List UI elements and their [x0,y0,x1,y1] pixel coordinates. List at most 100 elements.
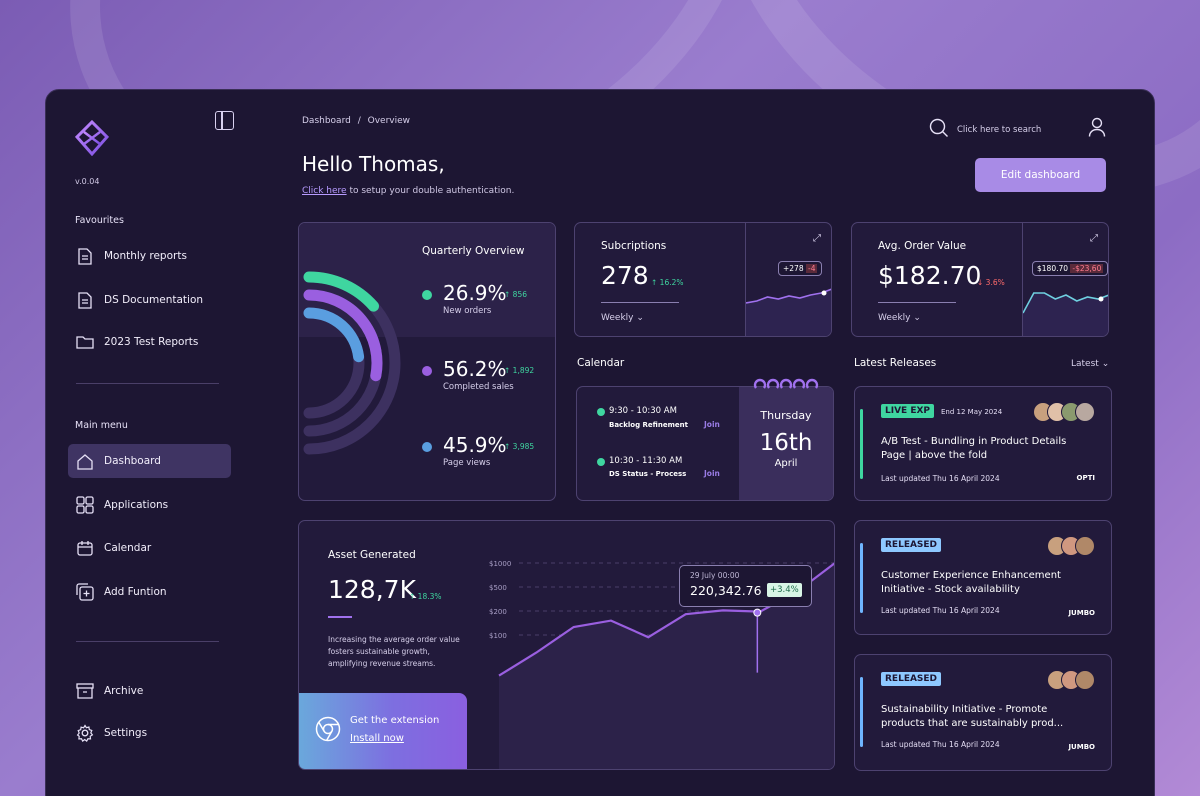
last-updated: Last updated Thu 16 April 2024 [881,474,1000,483]
asset-change: ↑ 18.3% [409,592,442,601]
user-icon[interactable] [1088,117,1106,141]
divider [76,641,219,642]
main-content: Dashboard / Overview Click here to searc… [256,90,1154,796]
logo[interactable] [74,119,110,160]
stat-label: Completed sales [443,382,514,392]
status-badge: RELEASED [881,538,942,552]
home-icon [76,452,94,470]
sidebar-item-ds-documentation[interactable]: DS Documentation [68,283,231,317]
sidebar-item-archive[interactable]: Archive [68,674,231,708]
quarterly-arcs [303,271,401,455]
tooltip-change: -4 [806,264,818,273]
sidebar-item-calendar[interactable]: Calendar [68,531,231,565]
expand-icon[interactable]: ⤢ [1090,233,1098,244]
asset-title: Asset Generated [328,549,416,561]
sidebar-item-label: 2023 Test Reports [104,336,199,348]
extension-promo[interactable]: Get the extension Install now [299,693,467,769]
sidebar-item-label: Settings [104,727,148,739]
subscriptions-value: 278 [601,261,649,290]
join-button[interactable]: Join [704,420,720,429]
release-title: A/B Test - Bundling in Product Details P… [881,436,1067,461]
subscriptions-title: Subcriptions [601,240,667,252]
release-card[interactable]: RELEASED Sustainability Initiative - Pro… [854,654,1112,771]
auth-text: to setup your double authentication. [346,186,515,196]
event-time: 10:30 - 11:30 AM [609,456,683,466]
divider [601,302,679,303]
status-badge: LIVE EXP [881,404,935,418]
tooltip-value: $180.70 [1037,264,1069,273]
status-bar [860,543,863,613]
status-badge: RELEASED [881,672,942,686]
event-dot [597,458,605,466]
tooltip-change: -$23,60 [1070,264,1104,273]
asset-generated-card: Asset Generated 128,7K ↑ 18.3% Increasin… [298,520,835,770]
calendar-icon [76,539,94,557]
subscriptions-change-value: 16.2% [659,278,684,287]
sidebar-item-applications[interactable]: Applications [68,488,231,522]
release-card[interactable]: LIVE EXP End 12 May 2024 A/B Test - Bund… [854,386,1112,501]
sidebar-item-label: Dashboard [104,455,161,467]
calendar-title: Calendar [577,357,625,369]
period-dropdown[interactable]: Weekly ⌄ [601,313,644,323]
sparkline-point [821,290,827,296]
sidebar-item-dashboard[interactable]: Dashboard [68,444,231,478]
auth-notice: Click here to setup your double authenti… [302,186,514,196]
archive-icon [76,682,94,700]
event-dot [597,408,605,416]
breadcrumb-separator: / [357,116,361,126]
sidebar-item-monthly-reports[interactable]: Monthly reports [68,239,231,273]
avg-order-tooltip: $180.70 -$23,60 [1032,261,1108,276]
releases-filter-dropdown[interactable]: Latest ⌄ [1071,359,1109,369]
period-dropdown[interactable]: Weekly ⌄ [878,313,921,323]
sidebar-item-add-funtion[interactable]: Add Funtion [68,575,231,609]
main-menu-heading: Main menu [75,420,128,431]
add-icon [76,583,94,601]
accent-line [328,616,352,618]
status-bar [860,677,863,747]
avg-order-value: $182.70 [878,261,982,290]
calendar-card: 9:30 - 10:30 AM Backlog Refinement Join … [576,386,834,501]
arc-segment [303,289,383,382]
sidebar-toggle-icon[interactable] [215,111,234,130]
stat-change: ↑ 856 [504,290,527,299]
stat-change: ↑ 1,892 [504,366,535,375]
day: 16th [759,430,813,456]
breadcrumb-dashboard[interactable]: Dashboard [302,116,351,126]
sparkline-area [1023,293,1108,336]
chrome-icon [315,716,341,746]
sidebar-item-settings[interactable]: Settings [68,716,231,750]
sidebar-item-label: Calendar [104,542,152,554]
sidebar-item-test-reports[interactable]: 2023 Test Reports [68,325,231,359]
auth-setup-link[interactable]: Click here [302,186,347,196]
edit-dashboard-button[interactable]: Edit dashboard [975,158,1106,192]
company-name: JUMBO [1068,743,1095,751]
chevron-down-icon: ⌄ [1101,359,1110,369]
stat-value: 45.9% [443,433,507,457]
sidebar-item-label: DS Documentation [104,294,204,306]
period-label: Weekly [601,313,634,323]
release-date: End 12 May 2024 [941,408,1003,416]
app-window: v.0.04 Favourites Monthly reports DS Doc… [45,89,1155,796]
join-button[interactable]: Join [704,469,720,478]
y-tick-label: $200 [489,608,507,616]
avg-order-chart: ⤢ $180.70 -$23,60 [1022,223,1108,336]
event-name: DS Status - Process [609,470,687,478]
extension-title: Get the extension [350,715,440,726]
release-card[interactable]: RELEASED Customer Experience Enhancement… [854,520,1112,635]
asset-tooltip: 29 July 00:00 220,342.76 +3.4% [679,565,812,607]
sparkline-point [1098,296,1104,302]
stat-change-value: 1,892 [512,366,535,375]
hover-point [753,608,762,617]
last-updated: Last updated Thu 16 April 2024 [881,740,1000,749]
expand-icon[interactable]: ⤢ [813,233,821,244]
breadcrumb: Dashboard / Overview [302,116,410,126]
divider [878,302,956,303]
stat-label: New orders [443,306,492,316]
install-now-link[interactable]: Install now [350,733,404,744]
arc-segment [303,307,365,363]
tooltip-date: 29 July 00:00 [690,571,740,580]
search-bar[interactable]: Click here to search [929,118,1041,141]
search-icon [929,118,949,141]
search-placeholder[interactable]: Click here to search [957,124,1042,135]
month: April [774,458,798,469]
